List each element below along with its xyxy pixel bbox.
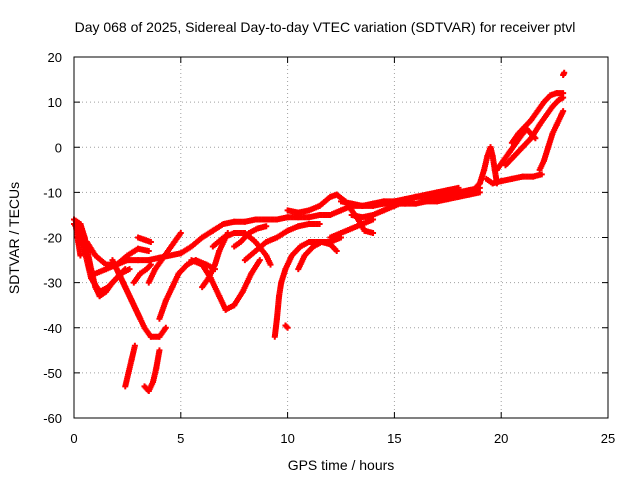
y-tick-label: -30 bbox=[43, 276, 62, 291]
data-point bbox=[560, 90, 567, 97]
series-pass-y bbox=[338, 189, 483, 209]
data-point bbox=[177, 229, 184, 236]
data-point bbox=[256, 257, 263, 264]
series-pass-g bbox=[113, 266, 144, 322]
series-pass-t bbox=[241, 220, 323, 264]
data-point bbox=[455, 184, 462, 191]
series-pass-h bbox=[122, 342, 138, 390]
series-pass-ad bbox=[502, 94, 567, 169]
series-pass-aa bbox=[472, 144, 500, 191]
series-pass-q bbox=[231, 223, 270, 250]
series-pass-w bbox=[327, 216, 377, 241]
series-pass-af bbox=[536, 108, 567, 173]
data-point bbox=[77, 252, 84, 259]
series-pass-ae bbox=[508, 90, 567, 146]
x-tick-label: 5 bbox=[177, 431, 184, 446]
data-marks bbox=[71, 69, 568, 394]
data-point bbox=[147, 239, 154, 246]
data-point bbox=[122, 266, 129, 273]
series-pass-l bbox=[145, 229, 184, 286]
y-tick-label: -20 bbox=[43, 231, 62, 246]
y-axis-label: SDTVAR / TECUs bbox=[6, 182, 22, 294]
data-point bbox=[156, 347, 163, 354]
data-point bbox=[476, 189, 483, 196]
series-pass-o bbox=[199, 229, 231, 291]
y-tick-label: -10 bbox=[43, 185, 62, 200]
y-tick-label: 10 bbox=[48, 95, 62, 110]
series-pass-u bbox=[295, 239, 340, 273]
y-tick-label: 20 bbox=[48, 50, 62, 65]
series-pass-s bbox=[282, 322, 291, 331]
y-tick-label: 0 bbox=[55, 140, 62, 155]
chart-title: Day 068 of 2025, Sidereal Day-to-day VTE… bbox=[75, 19, 576, 35]
y-tick-label: -50 bbox=[43, 366, 62, 381]
data-point bbox=[267, 261, 274, 268]
series-pass-i bbox=[141, 347, 163, 394]
series-pass-z bbox=[348, 184, 462, 221]
plot-frame bbox=[73, 56, 609, 419]
data-point bbox=[538, 171, 545, 178]
x-tick-label: 25 bbox=[601, 431, 615, 446]
series-pass-k bbox=[156, 257, 218, 322]
data-point bbox=[561, 69, 568, 76]
data-point bbox=[333, 248, 340, 255]
data-point bbox=[370, 229, 377, 236]
series-pass-j bbox=[130, 261, 154, 286]
x-tick-label: 15 bbox=[387, 431, 401, 446]
data-point bbox=[131, 342, 138, 349]
y-tick-label: -40 bbox=[43, 321, 62, 336]
series-pass-m bbox=[135, 234, 154, 246]
series-pass-n bbox=[188, 257, 263, 313]
data-point bbox=[560, 108, 567, 115]
data-point bbox=[147, 261, 154, 268]
data-point bbox=[316, 220, 323, 227]
data-point bbox=[145, 248, 152, 255]
x-tick-label: 10 bbox=[280, 431, 294, 446]
x-tick-label: 20 bbox=[494, 431, 508, 446]
data-point bbox=[284, 324, 291, 331]
series-pass-ab bbox=[483, 171, 545, 187]
series-pass-ag bbox=[560, 69, 568, 79]
data-point bbox=[137, 315, 144, 322]
x-tick-label: 0 bbox=[70, 431, 77, 446]
gridlines bbox=[74, 57, 608, 418]
axis-ticks: 0 5 10 15 20 25 -60 -50 -40 -30 -20 -10 0 10 20 bbox=[43, 50, 615, 446]
x-axis-label: GPS time / hours bbox=[288, 457, 395, 473]
data-point bbox=[263, 223, 270, 230]
y-tick-label: -60 bbox=[43, 411, 62, 426]
data-point bbox=[162, 324, 169, 331]
